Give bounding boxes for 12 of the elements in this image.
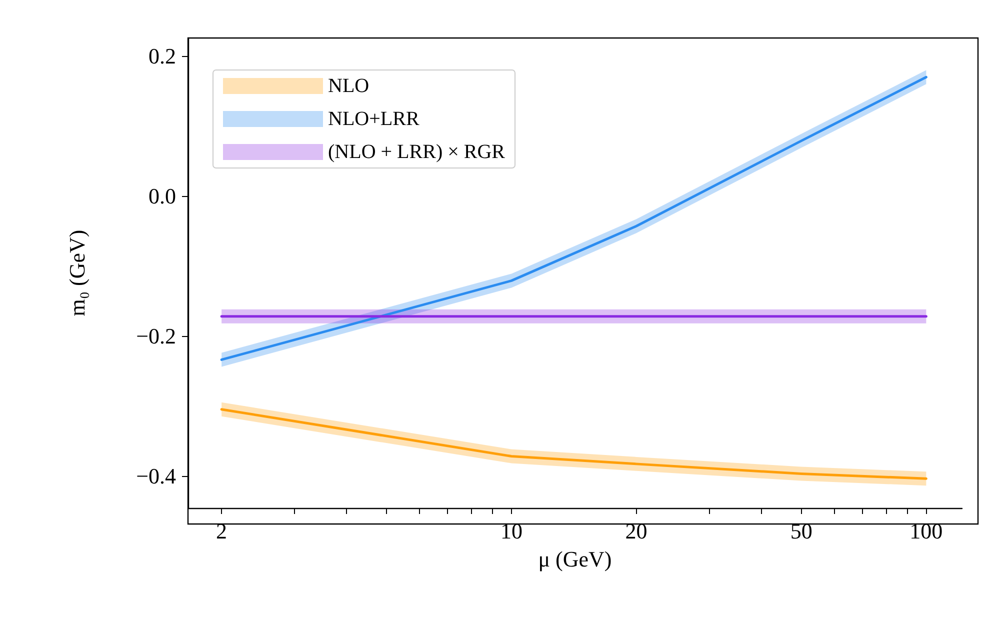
legend-label: NLO [328,75,370,97]
y-axis-title: m₀ (GeV) [64,230,90,316]
y-tick-label: −0.4 [136,463,176,488]
y-tick-label: −0.2 [136,323,176,348]
legend-label: (NLO + LRR) × RGR [328,141,506,163]
y-tick-label: 0.2 [148,44,176,69]
x-tick-label: 100 [910,518,943,544]
x-tick-label: 10 [500,518,522,544]
x-axis-title: μ (GeV) [538,546,612,572]
y-tick-label: 0.0 [148,184,176,209]
legend-label: NLO+LRR [328,108,420,130]
x-tick-label: 20 [625,518,648,544]
